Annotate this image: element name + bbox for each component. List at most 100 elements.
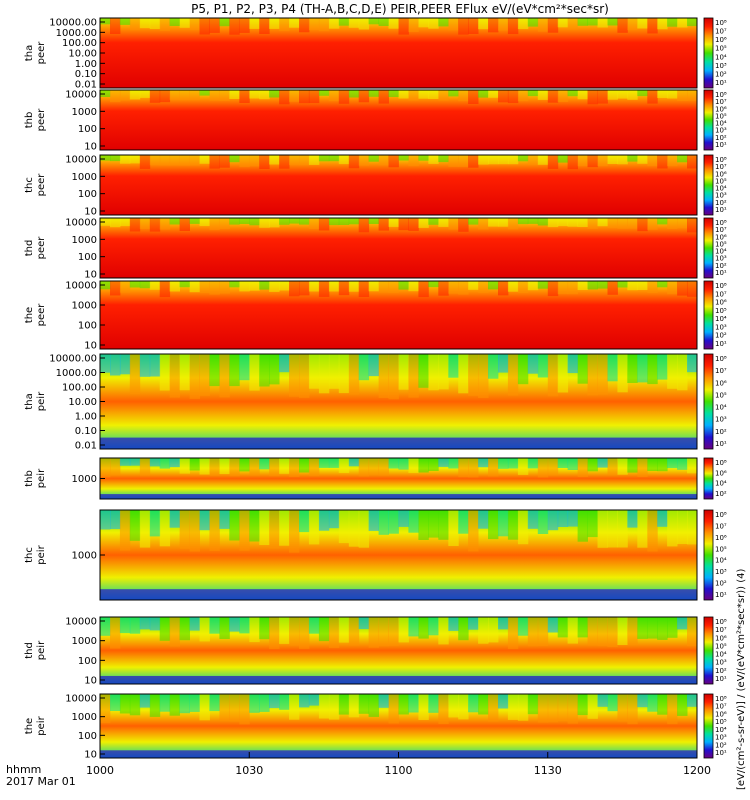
panel-thc-peer: thc peer1000010001001010⁸10⁷10⁶10⁵10⁴10³1… [24, 154, 727, 218]
spectrogram-column [488, 155, 499, 165]
spectrogram-column [587, 281, 598, 290]
spectrogram-column [129, 617, 141, 634]
spectrogram-column [398, 90, 409, 99]
spectrogram-column [458, 354, 469, 394]
spectrogram-column [667, 281, 678, 295]
ytick-label: 10000.00 [49, 354, 97, 365]
spectrogram-column [318, 218, 330, 231]
spectrogram-column [418, 354, 429, 388]
spectrogram-column [100, 90, 111, 97]
spectrogram-column [299, 281, 310, 296]
spectrogram-column [249, 90, 260, 99]
spectrogram-column [229, 617, 240, 632]
spectrogram-column [448, 281, 459, 294]
spectrogram-column [488, 694, 499, 722]
spectrogram-column [418, 694, 429, 720]
spectrogram-column [647, 354, 658, 385]
ytick-label: 10 [84, 676, 97, 687]
colorbar-tick-label: 10⁸ [715, 156, 727, 164]
spectrogram-column [299, 90, 310, 104]
spectrogram-column [189, 218, 200, 224]
spectrogram-column [279, 617, 290, 644]
spectrogram-column [189, 617, 200, 631]
colorbar-tick-label: 10³ [715, 416, 727, 424]
spectrogram-column [418, 510, 429, 540]
spectrogram-column [448, 510, 459, 546]
spectrogram-column [517, 354, 529, 385]
spectrogram-column [289, 694, 300, 720]
spectrogram-column [597, 155, 608, 167]
spectrogram-column [478, 617, 489, 644]
spectrogram-column [458, 155, 469, 167]
spectrogram-column [378, 90, 389, 104]
spectrogram-column [179, 218, 190, 231]
spectrogram-column [229, 694, 240, 722]
spectrogram-column [617, 90, 628, 99]
spectrogram-column [348, 354, 360, 395]
spectrogram-column [597, 354, 608, 395]
spectrogram-column [249, 458, 260, 476]
spectrogram-column [627, 694, 638, 725]
spectrogram-column [159, 18, 171, 31]
spectrogram-column [388, 155, 399, 168]
spectrogram-column [408, 510, 419, 533]
colorbar-tick-label: 10⁸ [715, 282, 727, 290]
spectrogram-column [468, 458, 479, 478]
spectrogram-column [249, 218, 260, 226]
spectrogram-column [110, 90, 121, 103]
spectrogram-column [478, 281, 489, 293]
colorbar [703, 217, 714, 279]
spectrogram-column [647, 90, 658, 104]
colorbar-tick-label: 10⁵ [715, 240, 727, 248]
spectrogram-column [637, 155, 648, 164]
spectrogram-column [637, 617, 648, 639]
ytick-label: 10 [84, 142, 97, 153]
spectrogram-column [597, 617, 608, 647]
spectrogram-column [259, 694, 270, 712]
colorbar-tick-label: 10⁴ [715, 248, 727, 256]
spectrogram-column [269, 458, 280, 477]
spectrogram-column [418, 281, 429, 298]
spectrogram-column [597, 281, 608, 289]
spectrogram-column [100, 155, 111, 161]
spectrogram-column [587, 617, 598, 646]
spectrogram-column [398, 458, 409, 470]
spectrogram-column [129, 90, 141, 100]
colorbar-tick-label: 10⁸ [715, 355, 727, 363]
spectrogram-column [199, 90, 210, 96]
spectrogram-column [567, 617, 578, 644]
panel-frame [99, 616, 698, 685]
spectrogram-column [289, 617, 300, 646]
spectrogram-column [428, 510, 439, 538]
spectrogram-column [308, 458, 320, 477]
spectrogram-column [637, 458, 648, 477]
spectrogram-column [229, 281, 240, 288]
spectrogram-column [398, 510, 409, 527]
spectrogram-column [667, 510, 678, 547]
colorbar-tick-label: 10⁶ [715, 379, 727, 387]
corner-label-date: 2017 Mar 01 [6, 775, 76, 788]
spectrogram-column [269, 694, 280, 709]
spectrogram-column [378, 694, 389, 708]
colorbar-tick-label: 10³ [715, 659, 727, 667]
spectrogram-column [328, 18, 340, 29]
spectrogram-column [627, 617, 638, 646]
spectrogram-column [667, 617, 678, 638]
spectrogram-column [289, 18, 300, 28]
colorbar-tick-label: 10⁸ [715, 19, 727, 27]
colorbar-tick-label: 10⁴ [715, 480, 727, 488]
ytick-label: 10.00 [68, 49, 97, 60]
spectrogram-column [458, 458, 469, 478]
xtick-label: 1130 [534, 764, 562, 777]
spectrogram-column [547, 617, 559, 633]
spectrogram-column [507, 510, 519, 540]
spectrogram-column [139, 155, 151, 169]
colorbar [703, 280, 714, 350]
spectrogram-column [269, 510, 280, 549]
ylabel-probe: the [24, 307, 35, 323]
spectrogram-column [428, 281, 439, 288]
spectrogram-column [229, 90, 240, 99]
spectrogram-column [129, 218, 141, 232]
spectrogram-column [239, 354, 250, 381]
spectrogram-column [517, 458, 529, 475]
